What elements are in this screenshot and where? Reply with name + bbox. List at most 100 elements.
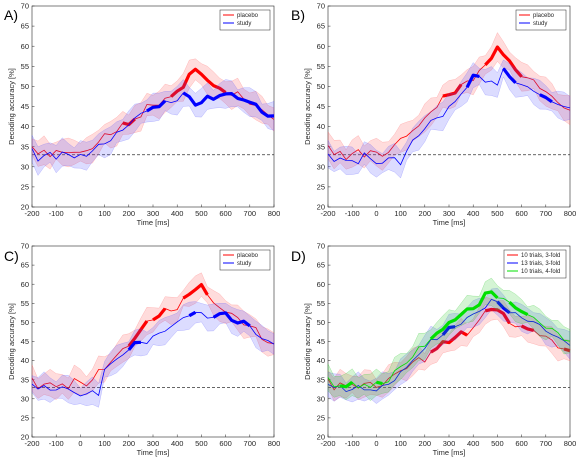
data-point	[442, 329, 443, 330]
x-tick-label: 500	[491, 209, 504, 218]
data-point	[62, 387, 63, 388]
data-point	[62, 150, 63, 151]
panel-label: D)	[291, 248, 306, 264]
y-tick-label: 60	[21, 42, 29, 51]
data-point	[183, 299, 184, 300]
data-point	[358, 387, 359, 388]
x-tick-label: 400	[467, 439, 480, 448]
x-tick-label: 0	[78, 439, 82, 448]
data-point	[152, 337, 153, 338]
data-point	[219, 94, 220, 95]
x-tick-label: 300	[147, 439, 160, 448]
x-tick-label: 700	[540, 439, 553, 448]
data-point	[189, 98, 190, 99]
data-point	[479, 303, 480, 304]
x-tick-label: 600	[219, 209, 232, 218]
data-point	[400, 368, 401, 369]
data-point	[37, 387, 38, 388]
data-point	[382, 162, 383, 163]
data-point	[358, 150, 359, 151]
data-point	[122, 130, 123, 131]
data-point	[213, 86, 214, 87]
significant-segment	[212, 311, 251, 328]
y-tick-label: 70	[21, 242, 29, 251]
confidence-band	[327, 287, 571, 404]
significant-segment	[508, 301, 529, 317]
y-tick-label: 45	[317, 337, 325, 346]
x-tick-label: 700	[244, 209, 257, 218]
legend: 10 trials, 3-fold 13 trials, 3-fold 10 tri…	[503, 249, 567, 279]
data-point	[44, 154, 45, 155]
data-point	[424, 345, 425, 346]
data-point	[442, 114, 443, 115]
data-point	[159, 106, 160, 107]
data-point	[485, 307, 486, 308]
data-point	[165, 329, 166, 330]
data-point	[92, 391, 93, 392]
data-point	[213, 98, 214, 99]
data-point	[225, 94, 226, 95]
legend: placebo study	[515, 9, 567, 31]
y-tick-label: 55	[21, 299, 29, 308]
series-2	[327, 59, 571, 179]
data-point	[503, 299, 504, 300]
x-axis-label: Time [ms]	[433, 218, 466, 227]
y-tick-label: 45	[21, 102, 29, 111]
data-point	[527, 86, 528, 87]
data-point	[485, 66, 486, 67]
y-tick-label: 20	[21, 203, 29, 212]
y-tick-label: 60	[317, 42, 325, 51]
legend-label: placebo	[533, 13, 555, 19]
data-point	[44, 387, 45, 388]
data-point	[68, 154, 69, 155]
data-point	[455, 90, 456, 91]
data-point	[171, 310, 172, 311]
legend-label: placebo	[237, 253, 259, 259]
data-point	[165, 310, 166, 311]
y-tick-label: 55	[317, 62, 325, 71]
confidence-band	[31, 301, 275, 408]
x-tick-label: 400	[171, 439, 184, 448]
data-point	[461, 94, 462, 95]
data-point	[569, 341, 570, 342]
y-tick-label: 25	[21, 183, 29, 192]
significant-segment	[442, 83, 463, 98]
data-point	[86, 394, 87, 395]
data-point	[491, 78, 492, 79]
data-point	[219, 314, 220, 315]
data-point	[128, 122, 129, 123]
data-point	[273, 345, 274, 346]
x-tick-label: 600	[219, 439, 232, 448]
significant-segment	[152, 307, 167, 322]
data-point	[98, 394, 99, 395]
data-point	[110, 138, 111, 139]
data-point	[207, 295, 208, 296]
y-tick-label: 25	[21, 414, 29, 423]
data-point	[515, 326, 516, 327]
x-tick-label: -200	[320, 439, 335, 448]
data-point	[352, 383, 353, 384]
data-point	[497, 295, 498, 296]
x-tick-label: 400	[171, 209, 184, 218]
data-point	[436, 118, 437, 119]
data-point	[412, 142, 413, 143]
y-tick-label: 70	[21, 2, 29, 11]
data-point	[406, 360, 407, 361]
data-point	[243, 98, 244, 99]
data-point	[515, 82, 516, 83]
data-point	[509, 74, 510, 75]
data-point	[80, 154, 81, 155]
data-point	[563, 106, 564, 107]
data-point	[116, 134, 117, 135]
data-point	[473, 74, 474, 75]
x-tick-label: 700	[244, 439, 257, 448]
legend-label: placebo	[237, 13, 259, 19]
series-3	[327, 277, 571, 401]
data-point	[557, 102, 558, 103]
data-point	[207, 78, 208, 79]
x-tick-label: -200	[24, 439, 39, 448]
significant-segment	[127, 320, 149, 348]
data-point	[509, 303, 510, 304]
data-point	[394, 372, 395, 373]
y-tick-label: 55	[317, 299, 325, 308]
